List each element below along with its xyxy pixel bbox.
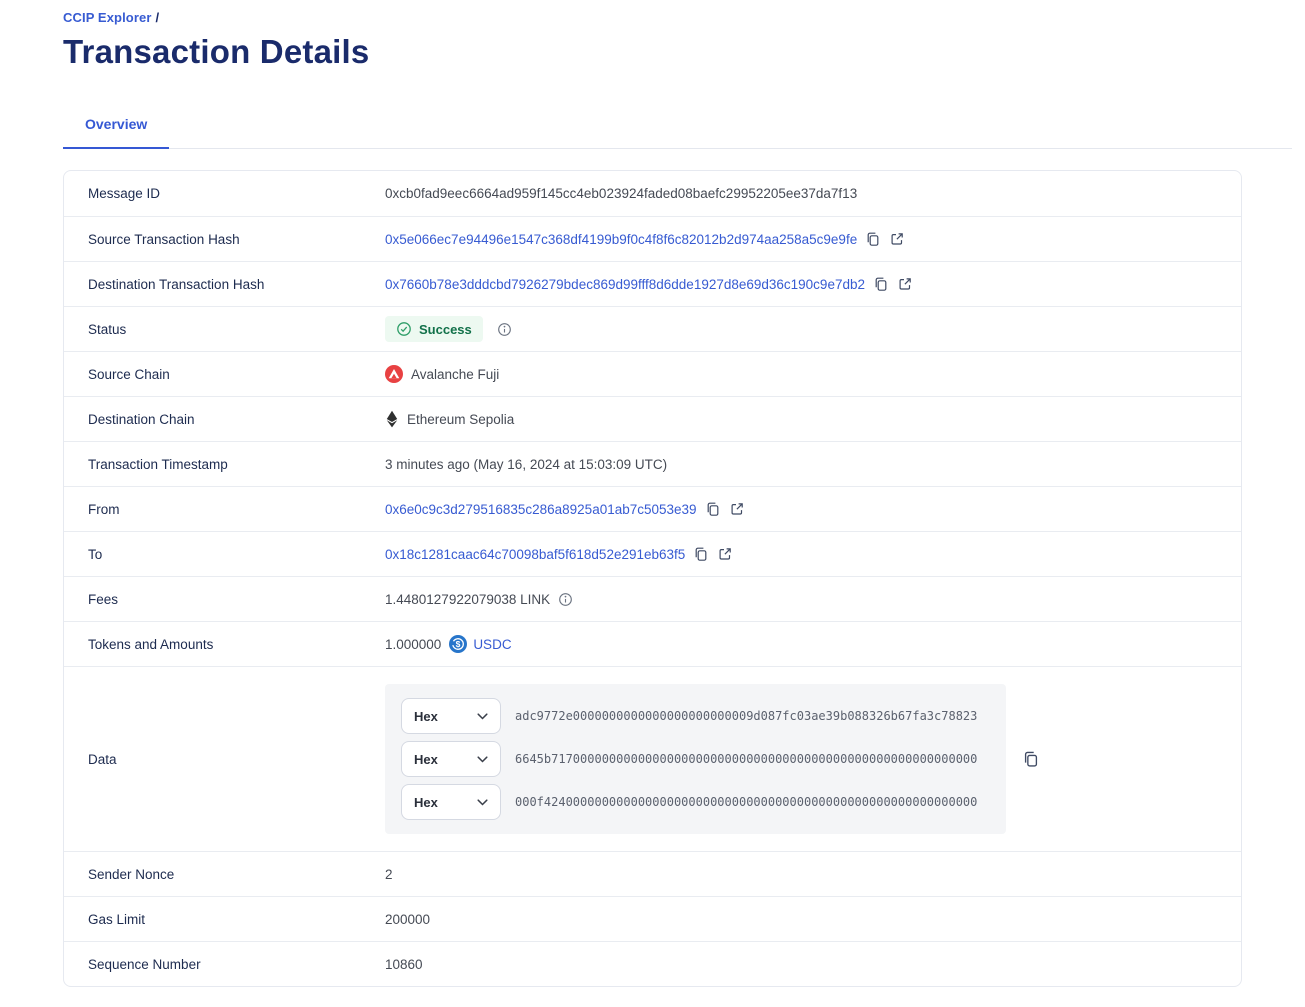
token-symbol: USDC — [473, 636, 512, 652]
table-row-data: Data Hex adc9772e00000000000000000000000… — [64, 666, 1241, 851]
row-label: Tokens and Amounts — [88, 636, 214, 652]
row-label: Destination Chain — [88, 411, 195, 427]
chevron-down-icon — [477, 755, 488, 763]
destination-tx-hash-link[interactable]: 0x7660b78e3dddcbd7926279bdec869d99fff8d6… — [385, 276, 865, 292]
row-label: To — [88, 546, 103, 562]
external-link-icon — [891, 233, 904, 245]
info-icon — [559, 592, 573, 606]
table-row-source-chain: Source Chain Avalanche Fuji — [64, 351, 1241, 396]
status-badge: Success — [385, 316, 483, 342]
breadcrumb-separator: / — [155, 10, 160, 25]
copy-data-button[interactable] — [1022, 750, 1040, 768]
svg-text:$: $ — [456, 639, 461, 649]
table-row-source-tx-hash: Source Transaction Hash 0x5e066ec7e94496… — [64, 216, 1241, 261]
table-row-timestamp: Transaction Timestamp 3 minutes ago (May… — [64, 441, 1241, 486]
copy-icon — [695, 547, 707, 561]
source-chain-name: Avalanche Fuji — [411, 366, 500, 382]
status-info-button[interactable] — [497, 322, 512, 337]
copy-button[interactable] — [865, 231, 881, 247]
data-line: Hex adc9772e0000000000000000000000009d08… — [401, 698, 990, 734]
data-hex-value: 000f424000000000000000000000000000000000… — [515, 795, 978, 809]
hex-format-label: Hex — [414, 751, 438, 767]
table-row-fees: Fees 1.4480127922079038 LINK — [64, 576, 1241, 621]
ethereum-icon — [386, 410, 398, 428]
table-row-destination-chain: Destination Chain Ethereum Sepolia — [64, 396, 1241, 441]
data-line: Hex 6645b7170000000000000000000000000000… — [401, 741, 990, 777]
hex-format-select[interactable]: Hex — [401, 784, 501, 820]
external-link-button[interactable] — [889, 231, 905, 247]
hex-format-select[interactable]: Hex — [401, 698, 501, 734]
breadcrumb: CCIP Explorer / — [63, 10, 1305, 25]
hex-format-select[interactable]: Hex — [401, 741, 501, 777]
row-label: Fees — [88, 591, 119, 607]
chevron-down-icon — [477, 712, 488, 720]
usdc-icon: $ — [449, 635, 468, 653]
data-hex-value: adc9772e0000000000000000000000009d087fc0… — [515, 709, 978, 723]
copy-button[interactable] — [873, 276, 889, 292]
token-link-usdc[interactable]: $ USDC — [449, 635, 512, 653]
data-line: Hex 000f42400000000000000000000000000000… — [401, 784, 990, 820]
data-hex-value: 6645b71700000000000000000000000000000000… — [515, 752, 978, 766]
row-label: Source Transaction Hash — [88, 231, 240, 247]
timestamp-value: 3 minutes ago (May 16, 2024 at 15:03:09 … — [385, 456, 668, 472]
table-row-tokens-amounts: Tokens and Amounts 1.000000 $ USDC — [64, 621, 1241, 666]
row-label: Gas Limit — [88, 911, 146, 927]
gas-limit-value: 200000 — [385, 911, 431, 927]
copy-icon — [875, 277, 887, 291]
message-id-value: 0xcb0fad9eec6664ad959f145cc4eb023924fade… — [385, 186, 858, 201]
copy-icon — [867, 232, 879, 246]
breadcrumb-link-ccip-explorer[interactable]: CCIP Explorer — [63, 10, 152, 25]
data-hex-box: Hex adc9772e0000000000000000000000009d08… — [385, 684, 1006, 834]
row-label: From — [88, 501, 120, 517]
tab-overview[interactable]: Overview — [63, 108, 170, 149]
table-row-destination-tx-hash: Destination Transaction Hash 0x7660b78e3… — [64, 261, 1241, 306]
copy-button[interactable] — [693, 546, 709, 562]
external-link-button[interactable] — [717, 546, 733, 562]
hex-format-label: Hex — [414, 708, 438, 724]
external-link-icon — [731, 503, 743, 515]
row-label: Source Chain — [88, 366, 170, 382]
sender-nonce-value: 2 — [385, 866, 393, 882]
table-row-message-id: Message ID 0xcb0fad9eec6664ad959f145cc4e… — [64, 171, 1241, 216]
external-link-button[interactable] — [729, 501, 745, 517]
info-icon — [497, 322, 511, 336]
page-title: Transaction Details — [63, 33, 370, 70]
fees-info-button[interactable] — [558, 592, 573, 607]
hex-format-label: Hex — [414, 794, 438, 810]
avalanche-icon — [385, 365, 403, 383]
copy-button[interactable] — [705, 501, 721, 517]
table-row-from: From 0x6e0c9c3d279516835c286a8925a01ab7c… — [64, 486, 1241, 531]
table-row-gas-limit: Gas Limit 200000 — [64, 896, 1241, 941]
copy-icon — [1024, 751, 1038, 767]
row-label: Sequence Number — [88, 956, 201, 972]
row-label: Data — [88, 751, 117, 767]
external-link-icon — [719, 548, 732, 560]
check-circle-icon — [397, 322, 411, 336]
destination-chain-name: Ethereum Sepolia — [407, 411, 515, 427]
status-text: Success — [419, 321, 472, 337]
row-label: Destination Transaction Hash — [88, 276, 265, 292]
row-label: Transaction Timestamp — [88, 456, 228, 472]
fees-value: 1.4480127922079038 LINK — [385, 591, 551, 607]
details-table: Message ID 0xcb0fad9eec6664ad959f145cc4e… — [63, 170, 1242, 987]
from-address-link[interactable]: 0x6e0c9c3d279516835c286a8925a01ab7c5053e… — [385, 501, 697, 517]
table-row-sequence-number: Sequence Number 10860 — [64, 941, 1241, 986]
chevron-down-icon — [477, 798, 488, 806]
token-amount: 1.000000 — [385, 636, 442, 652]
tab-bar: Overview — [63, 108, 1292, 149]
external-link-icon — [899, 278, 911, 290]
source-tx-hash-link[interactable]: 0x5e066ec7e94496e1547c368df4199b9f0c4f8f… — [385, 231, 858, 247]
row-label: Status — [88, 321, 127, 337]
table-row-to: To 0x18c1281caac64c70098baf5f618d52e291e… — [64, 531, 1241, 576]
to-address-link[interactable]: 0x18c1281caac64c70098baf5f618d52e291eb63… — [385, 546, 686, 562]
row-label: Message ID — [88, 186, 161, 201]
table-row-status: Status Success — [64, 306, 1241, 351]
copy-icon — [707, 502, 718, 516]
table-row-sender-nonce: Sender Nonce 2 — [64, 851, 1241, 896]
sequence-number-value: 10860 — [385, 956, 423, 972]
row-label: Sender Nonce — [88, 866, 175, 882]
external-link-button[interactable] — [897, 276, 913, 292]
